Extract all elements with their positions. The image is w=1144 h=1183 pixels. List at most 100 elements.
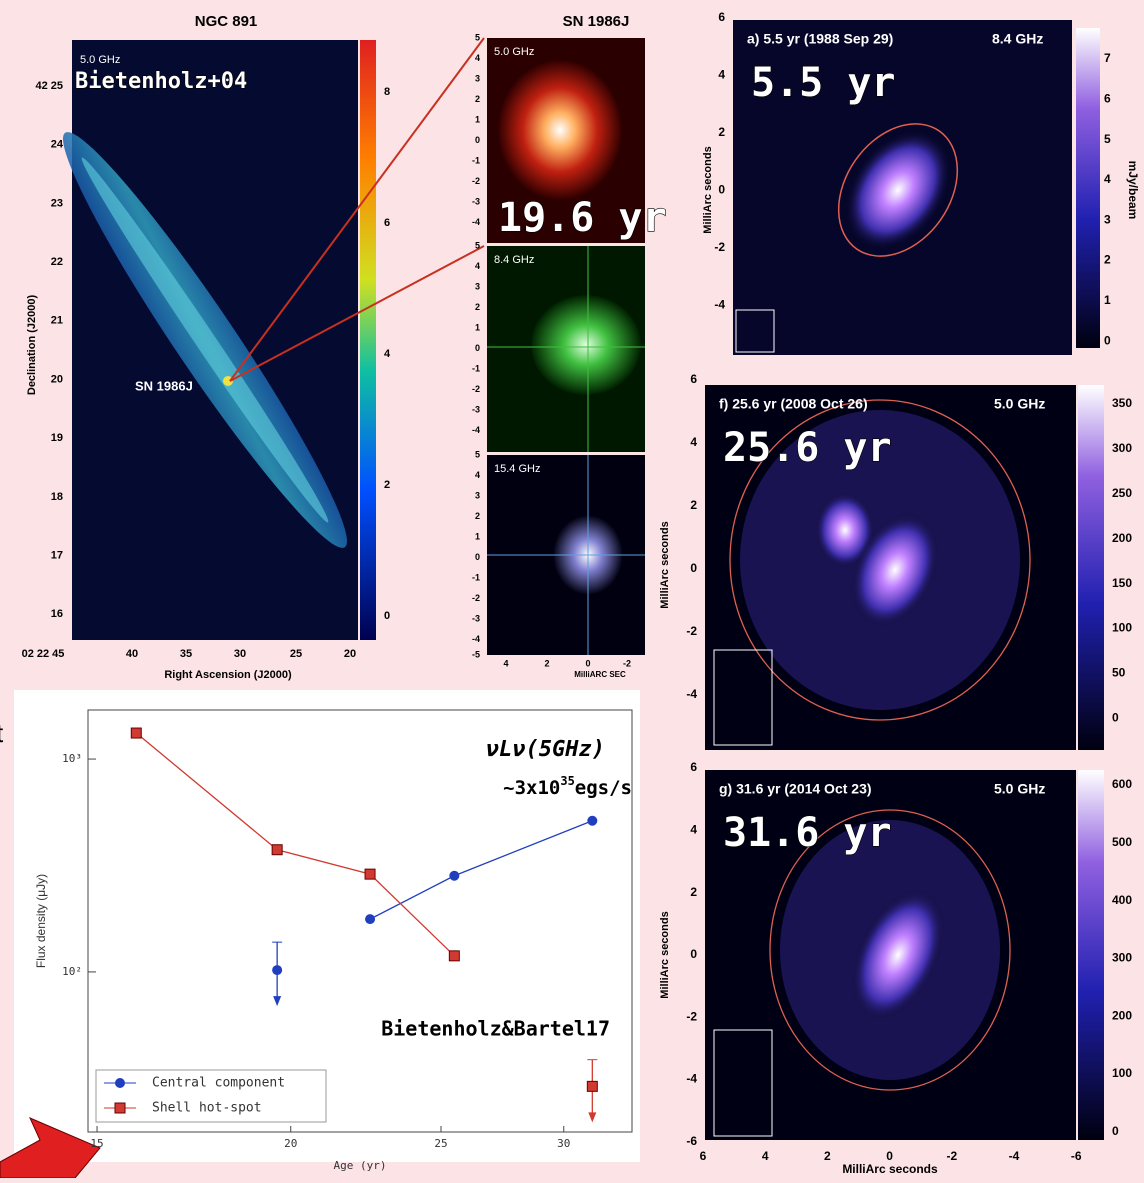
colorbar-tick: 4 bbox=[384, 348, 391, 360]
colorbar-tick: 400 bbox=[1112, 893, 1132, 907]
y-tick-label: -2 bbox=[686, 624, 697, 638]
x-tick-label: 30 bbox=[234, 648, 246, 660]
colorbar bbox=[1076, 28, 1100, 348]
y-tick-label: 4 bbox=[718, 68, 725, 82]
colorbar-tick: 350 bbox=[1112, 396, 1132, 410]
colorbar-tick: 0 bbox=[1112, 710, 1119, 724]
y-tick-label: 0 bbox=[475, 343, 480, 353]
y-tick-label: -3 bbox=[472, 613, 480, 623]
colorbar-tick: 1 bbox=[1104, 293, 1111, 307]
y-tick-label: -4 bbox=[686, 687, 697, 701]
y-tick-label: 3 bbox=[475, 281, 480, 291]
frequency: 5.0 GHz bbox=[494, 46, 534, 58]
y-tick-label: 3 bbox=[475, 490, 480, 500]
y-axis-label: Declination (J2000) bbox=[26, 295, 38, 396]
y-tick-label: -2 bbox=[686, 1009, 697, 1023]
colorbar bbox=[1078, 385, 1104, 750]
legend-marker bbox=[115, 1103, 125, 1113]
y-tick-label: 17 bbox=[51, 550, 63, 562]
legend-label: Shell hot-spot bbox=[152, 1101, 262, 1116]
y-tick-label: -3 bbox=[472, 196, 480, 206]
epoch-label: 31.6 yr bbox=[723, 810, 892, 856]
y-tick-label: 2 bbox=[690, 498, 697, 512]
x-tick-label: 20 bbox=[284, 1137, 297, 1150]
colorbar-tick: 600 bbox=[1112, 777, 1132, 791]
title: NGC 891 bbox=[195, 13, 258, 30]
colorbar-tick: 5 bbox=[1104, 132, 1111, 146]
y-tick-label: -2 bbox=[472, 593, 480, 603]
x-tick-label: 0 bbox=[886, 1149, 893, 1163]
y-axis-label: MilliArc seconds bbox=[659, 911, 671, 998]
panel-header: f) 25.6 yr (2008 Oct 26) bbox=[719, 396, 868, 412]
source-label: SN 1986J bbox=[135, 378, 193, 393]
y-tick-label: 4 bbox=[475, 470, 480, 480]
y-tick-label: 4 bbox=[690, 435, 697, 449]
x-tick-label: 0 bbox=[585, 658, 590, 668]
luminosity-exponent: 35 bbox=[560, 774, 574, 788]
colorbar-label: mJy/beam bbox=[1126, 161, 1140, 220]
y-tick-label: 2 bbox=[475, 94, 480, 104]
x-tick-label: 30 bbox=[557, 1137, 570, 1150]
y-tick-label: -2 bbox=[472, 176, 480, 186]
marker bbox=[449, 951, 459, 961]
y-axis-label: Flux density (μJy) bbox=[34, 874, 48, 968]
y-tick-label: 20 bbox=[51, 373, 63, 385]
y-tick-label: 19 bbox=[51, 432, 63, 444]
x-tick-label: -6 bbox=[1071, 1149, 1082, 1163]
y-tick-label: -3 bbox=[472, 404, 480, 414]
y-tick-label: -6 bbox=[686, 1134, 697, 1148]
epoch-label: 25.6 yr bbox=[723, 425, 892, 471]
y-tick-label: -1 bbox=[472, 572, 480, 582]
y-tick-label: 24 bbox=[51, 139, 64, 151]
panel-frequency: 5.0 GHz bbox=[994, 781, 1045, 797]
y-tick-label: 2 bbox=[718, 125, 725, 139]
y-tick-label: 0 bbox=[690, 561, 697, 575]
frequency: 5.0 GHz bbox=[80, 54, 120, 66]
y-tick-label: -1 bbox=[472, 363, 480, 373]
marker bbox=[587, 816, 597, 826]
y-tick-label: 1 bbox=[475, 322, 480, 332]
reference: Bietenholz&Bartel17 bbox=[381, 1017, 610, 1041]
luminosity-text: ~3x10 bbox=[503, 777, 560, 799]
y-tick-label: 5 bbox=[475, 32, 480, 42]
x-tick-label: 20 bbox=[344, 648, 356, 660]
colorbar-tick: 8 bbox=[384, 86, 390, 98]
colorbar-tick: 100 bbox=[1112, 621, 1132, 635]
colorbar-tick: 100 bbox=[1112, 1066, 1132, 1080]
marker bbox=[365, 914, 375, 924]
x-axis-label: Right Ascension (J2000) bbox=[164, 669, 292, 681]
y-axis-label: MilliArc seconds bbox=[702, 146, 714, 233]
y-tick-label: 4 bbox=[690, 822, 697, 836]
credit: Bietenholz+04 bbox=[75, 69, 247, 94]
marker bbox=[272, 845, 282, 855]
y-tick-label: 1 bbox=[475, 531, 480, 541]
x-axis-label: MilliARC SEC bbox=[574, 670, 626, 679]
panel-header: g) 31.6 yr (2014 Oct 23) bbox=[719, 781, 872, 797]
colorbar-tick: 150 bbox=[1112, 576, 1132, 590]
y-tick-label: 10³ bbox=[62, 752, 82, 765]
y-tick-label: 4 bbox=[475, 53, 480, 63]
x-tick-label: 2 bbox=[824, 1149, 831, 1163]
y-tick-label: 0 bbox=[475, 135, 480, 145]
x-tick-label: 4 bbox=[503, 658, 508, 668]
colorbar-tick: 6 bbox=[1104, 91, 1111, 105]
y-tick-label: 0 bbox=[475, 552, 480, 562]
y-tick-label: 2 bbox=[475, 511, 480, 521]
y-tick-label: -1 bbox=[472, 155, 480, 165]
y-tick-label: -4 bbox=[472, 425, 480, 435]
y-tick-label: -5 bbox=[472, 649, 480, 659]
y-tick-label: -4 bbox=[472, 217, 480, 227]
colorbar-tick: 50 bbox=[1112, 666, 1126, 680]
y-tick-label: -4 bbox=[686, 1072, 697, 1086]
y-tick-label: 16 bbox=[51, 608, 63, 620]
x-tick-label: 40 bbox=[126, 648, 138, 660]
y-tick-label: 0 bbox=[718, 183, 725, 197]
panel-frequency: 5.0 GHz bbox=[994, 396, 1045, 412]
x-axis-label: Age (yr) bbox=[334, 1159, 387, 1172]
colorbar bbox=[360, 40, 376, 640]
y-tick-label: 2 bbox=[690, 885, 697, 899]
y-axis-label: MilliArc seconds bbox=[659, 521, 671, 608]
slide: 1520253010²10³Age (yr)Flux density (μJy)… bbox=[0, 0, 1144, 1178]
x-tick-label: 4 bbox=[762, 1149, 769, 1163]
colorbar-tick: 7 bbox=[1104, 51, 1111, 65]
